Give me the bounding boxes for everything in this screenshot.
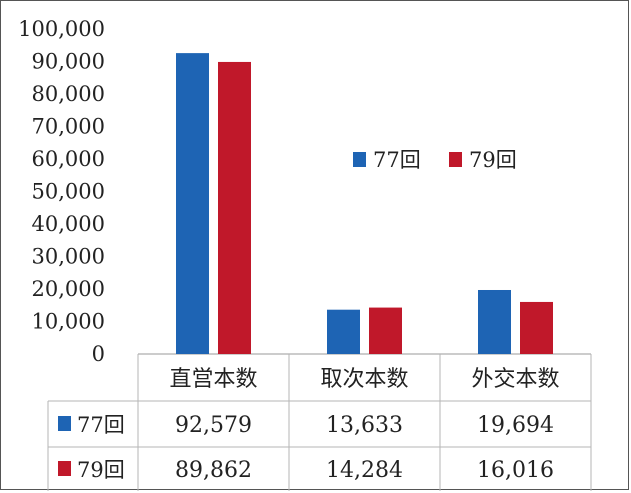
bar xyxy=(520,301,553,354)
legend-label: 77回 xyxy=(373,148,421,172)
table-legend-swatch xyxy=(58,461,71,476)
bar xyxy=(478,289,511,354)
bar xyxy=(369,307,402,354)
y-tick-label: 80,000 xyxy=(32,82,105,106)
data-table: 直営本数 取次本数 外交本数 77回 92,579 13,633 19,694 79回 89,8… xyxy=(47,354,592,491)
bar xyxy=(176,53,209,354)
table-cell-value: 13,633 xyxy=(326,413,403,438)
y-tick-label: 30,000 xyxy=(32,245,105,269)
legend-swatch xyxy=(353,152,366,167)
table-cell-value: 16,016 xyxy=(477,458,554,483)
y-tick-label: 90,000 xyxy=(32,50,105,74)
table-cell-value: 89,862 xyxy=(175,458,252,483)
y-tick-label: 10,000 xyxy=(32,310,105,334)
table-series-label: 77回 xyxy=(77,413,125,437)
table-series-label: 79回 xyxy=(77,458,125,482)
table-cell-value: 92,579 xyxy=(175,413,252,438)
y-tick-label: 60,000 xyxy=(32,147,105,171)
bar xyxy=(218,61,251,355)
y-tick-label: 100,000 xyxy=(18,17,105,41)
axis-layer: 0 10,000 20,000 30,000 40,000 50,000 60,000 70,… xyxy=(18,17,591,366)
y-tick-label: 50,000 xyxy=(32,180,105,204)
category-label: 直営本数 xyxy=(169,367,257,392)
table-cell-value: 14,284 xyxy=(326,458,403,483)
y-tick-label: 20,000 xyxy=(32,277,105,301)
category-label: 取次本数 xyxy=(320,367,408,392)
legend-label: 79回 xyxy=(469,148,517,172)
legend-swatch xyxy=(449,152,462,167)
category-label: 外交本数 xyxy=(471,367,559,392)
bar xyxy=(327,309,360,354)
y-tick-label: 70,000 xyxy=(32,115,105,139)
y-tick-label: 0 xyxy=(92,342,105,366)
y-tick-label: 40,000 xyxy=(32,212,105,236)
legend: 77回 79回 xyxy=(353,148,517,172)
table-legend-swatch xyxy=(58,416,71,431)
table-cell-value: 19,694 xyxy=(477,413,554,438)
bar-layer xyxy=(176,53,553,355)
